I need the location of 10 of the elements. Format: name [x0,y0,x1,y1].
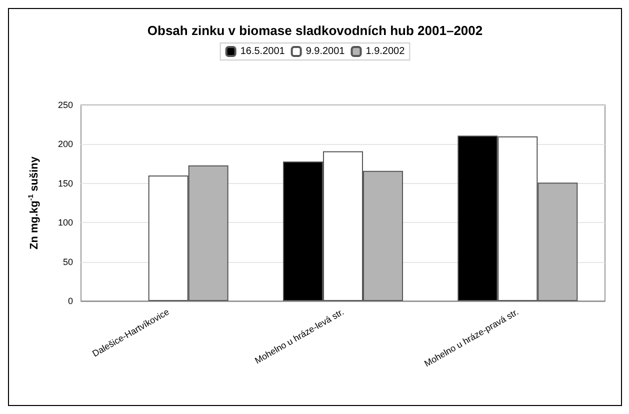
y-tick-label: 50 [62,256,73,267]
legend-label: 9.9.2001 [306,46,346,57]
y-tick-label: 100 [58,218,73,228]
y-tick-label: 0 [68,296,73,306]
y-tick-label: 250 [58,100,73,110]
legend-label: 16.5.2001 [240,46,286,57]
chart-title: Obsah zinku v biomase sladkovodních hub 2001–2002 [147,23,483,38]
legend-label: 1.9.2002 [366,46,406,57]
y-tick-label: 150 [58,178,73,188]
y-tick-label: 200 [58,139,73,150]
